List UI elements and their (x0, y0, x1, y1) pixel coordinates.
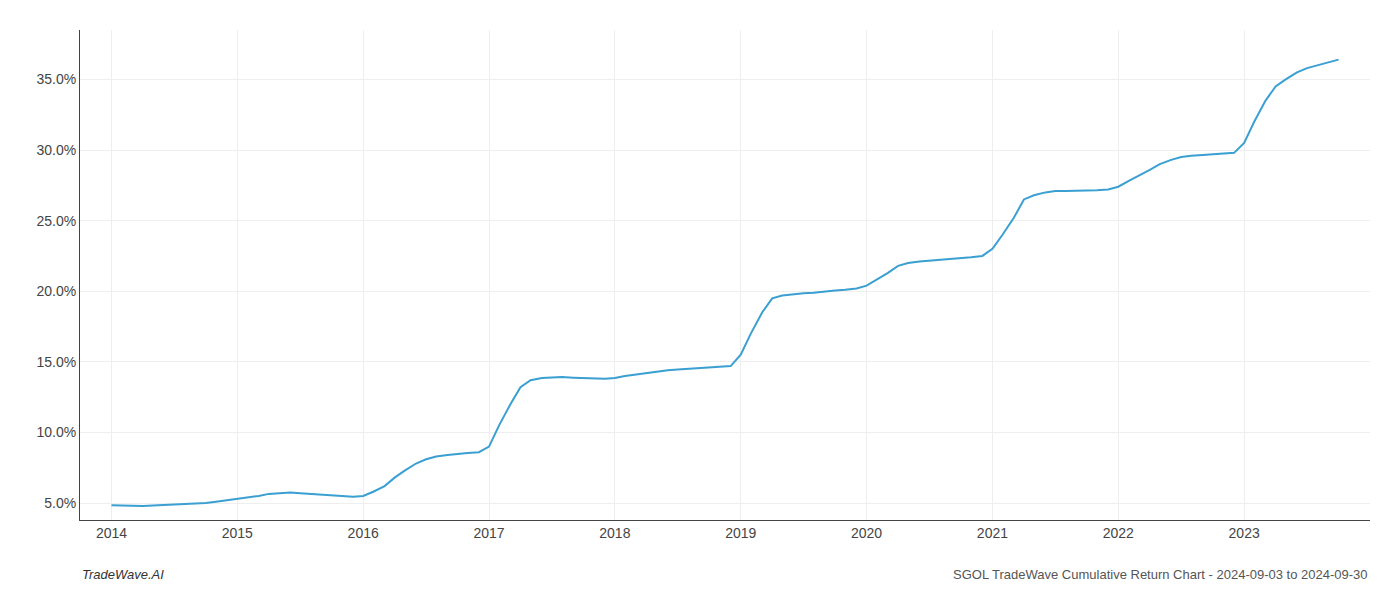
svg-text:2023: 2023 (1229, 525, 1260, 541)
svg-text:2017: 2017 (473, 525, 504, 541)
svg-text:2021: 2021 (977, 525, 1008, 541)
svg-text:2022: 2022 (1103, 525, 1134, 541)
svg-text:TradeWave.AI: TradeWave.AI (82, 567, 164, 582)
svg-text:30.0%: 30.0% (36, 142, 76, 158)
svg-text:2020: 2020 (851, 525, 882, 541)
svg-text:2015: 2015 (222, 525, 253, 541)
svg-text:25.0%: 25.0% (36, 213, 76, 229)
svg-text:15.0%: 15.0% (36, 354, 76, 370)
svg-text:2014: 2014 (96, 525, 127, 541)
svg-text:2019: 2019 (725, 525, 756, 541)
svg-text:20.0%: 20.0% (36, 283, 76, 299)
svg-text:SGOL TradeWave Cumulative Retu: SGOL TradeWave Cumulative Return Chart -… (953, 567, 1368, 582)
svg-text:2018: 2018 (599, 525, 630, 541)
svg-text:2016: 2016 (348, 525, 379, 541)
svg-text:5.0%: 5.0% (44, 495, 76, 511)
svg-text:10.0%: 10.0% (36, 424, 76, 440)
svg-text:35.0%: 35.0% (36, 71, 76, 87)
